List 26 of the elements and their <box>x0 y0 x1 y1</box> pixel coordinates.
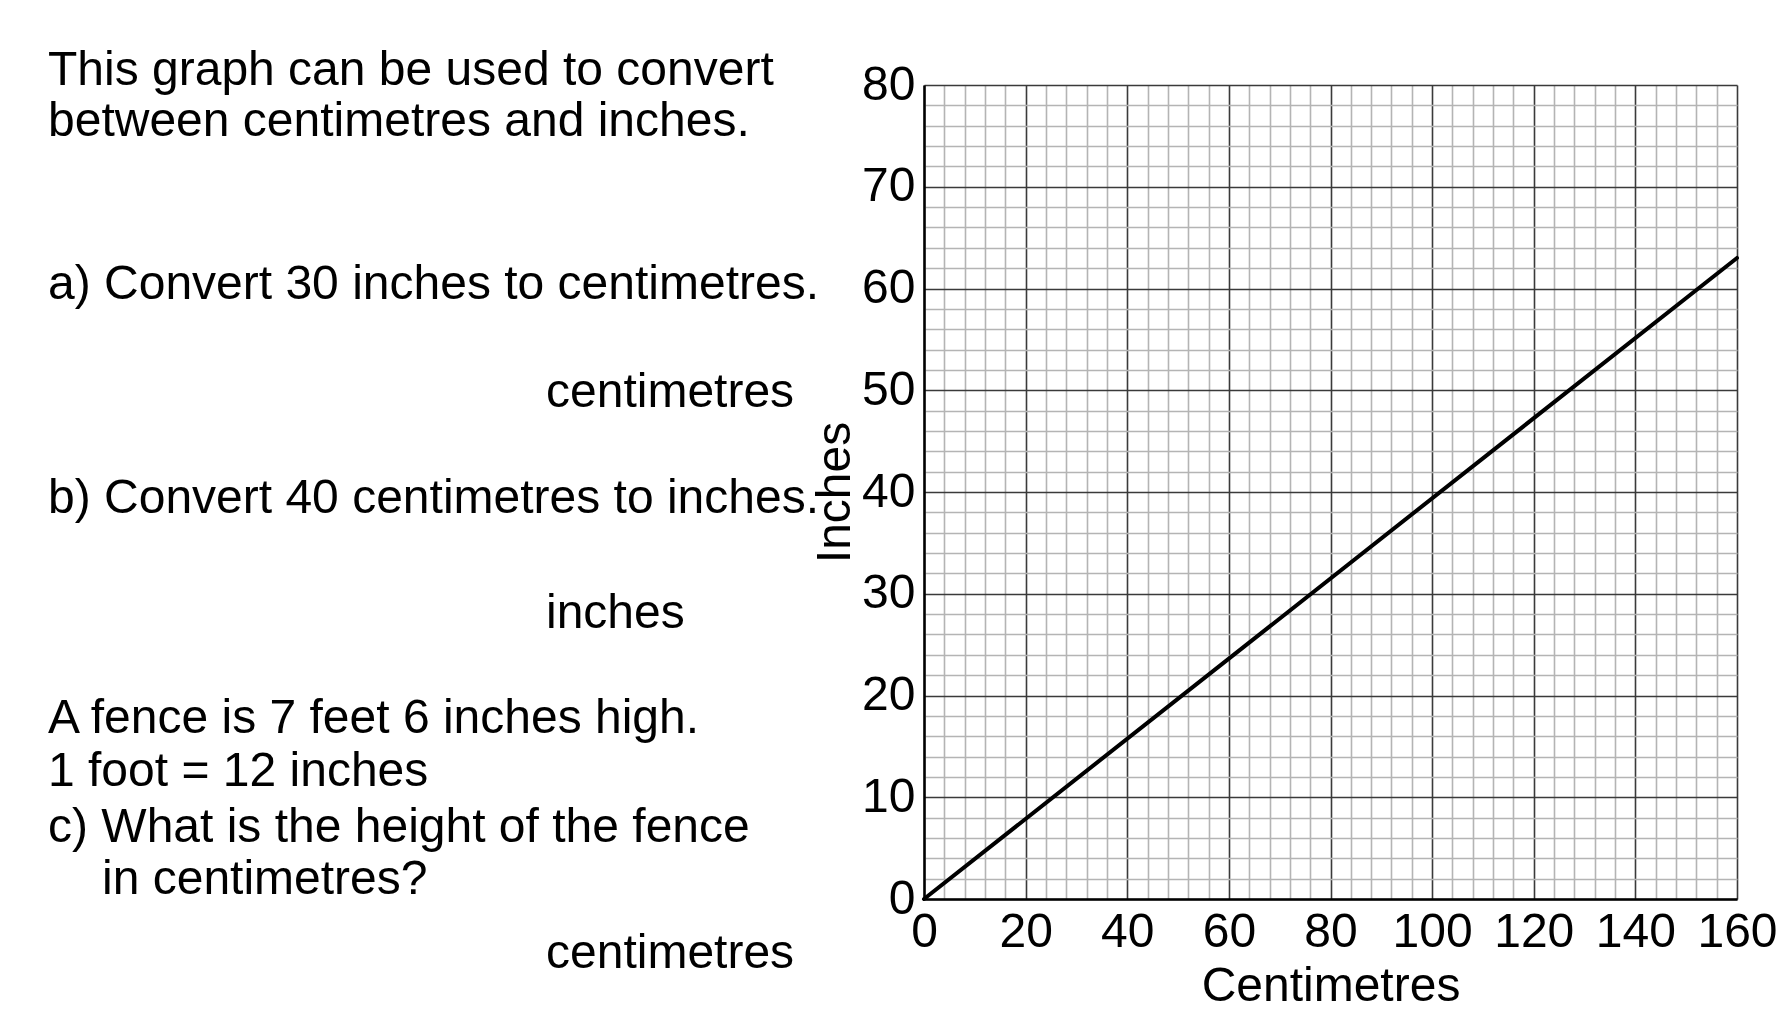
x-axis-title: Centimetres <box>1201 957 1461 1011</box>
y-tick-label: 10 <box>862 768 916 822</box>
text: centimetres <box>546 925 795 978</box>
y-tick-label: 50 <box>862 361 916 415</box>
text: inches <box>546 585 685 638</box>
text: centimetres <box>546 364 795 417</box>
y-tick-label: 40 <box>862 463 916 517</box>
x-tick-label: 160 <box>1697 903 1778 957</box>
y-tick-label: 20 <box>862 667 916 720</box>
x-tick-label: 100 <box>1392 903 1473 957</box>
y-tick-label: 80 <box>862 56 916 110</box>
text: This graph can be used to convert <box>48 42 774 95</box>
text: c) What is the height of the fence <box>48 799 750 852</box>
x-tick-label: 20 <box>999 903 1053 957</box>
text: a) Convert 30 inches to centimetres. <box>48 256 820 309</box>
text: A fence is 7 feet 6 inches high. <box>48 690 700 743</box>
x-tick-label: 80 <box>1304 903 1358 957</box>
y-tick-label: 30 <box>862 565 916 619</box>
text: 1 foot = 12 inches <box>48 743 429 796</box>
x-tick-label: 40 <box>1101 903 1155 957</box>
x-tick-label: 120 <box>1494 903 1575 957</box>
x-tick-label: 140 <box>1595 903 1676 957</box>
y-tick-label: 70 <box>862 158 916 212</box>
text: in centimetres? <box>102 851 428 904</box>
y-tick-label: 60 <box>862 260 916 313</box>
x-tick-label: 60 <box>1202 903 1257 957</box>
